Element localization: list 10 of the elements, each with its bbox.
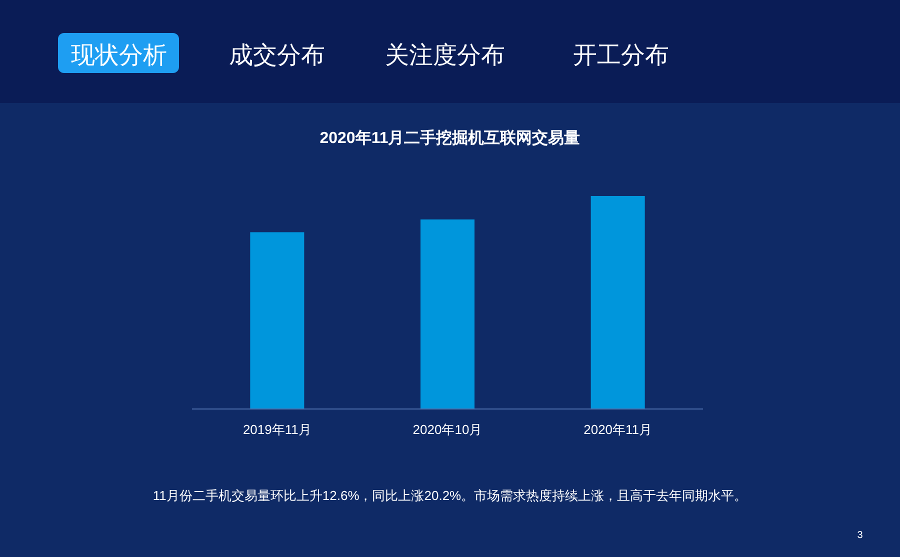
text: 3: [857, 530, 864, 541]
chart-title: 2020年11月二手挖掘机互联网交易量: [320, 128, 580, 147]
x-tick-label: 2020年10月: [412, 422, 482, 437]
text: 关注度分布: [385, 42, 505, 69]
text: 成交分布: [229, 42, 325, 69]
text: 开工分布: [573, 42, 669, 69]
text: 11月份二手机交易量环比上升12.6%，同比上涨20.2%。市场需求热度持续上涨，且高于去年同期水平。: [152, 488, 748, 503]
x-tick-label: 2020年11月: [584, 422, 652, 437]
text: 现状分析: [71, 42, 167, 69]
x-tick-label: 2019年11月: [242, 422, 312, 437]
